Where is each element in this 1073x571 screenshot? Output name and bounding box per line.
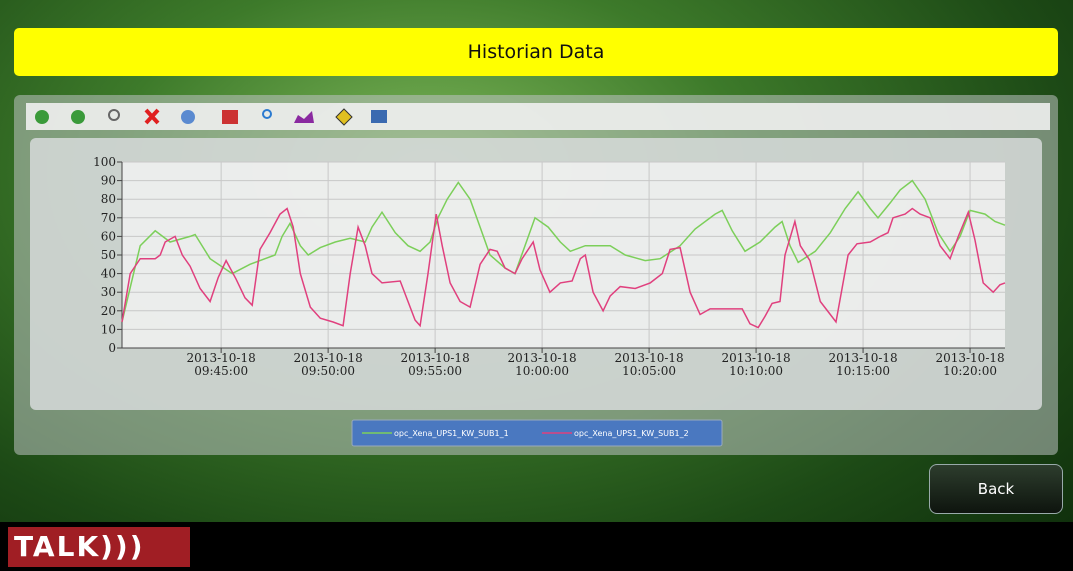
y-tick-label: 60 [101,229,116,243]
page: Historian Data 0102030405060708090100201… [0,0,1073,571]
y-tick-label: 30 [101,285,116,299]
y-tick-label: 40 [101,267,116,281]
legend-label: opc_Xena_UPS1_KW_SUB1_2 [574,429,689,438]
x-tick-label: 2013-10-18 [614,351,683,365]
y-tick-label: 50 [101,248,116,262]
x-tick-label: 09:45:00 [194,364,248,378]
x-tick-label: 2013-10-18 [828,351,897,365]
x-tick-label: 10:10:00 [729,364,783,378]
y-tick-label: 20 [101,304,116,318]
y-tick-label: 70 [101,211,116,225]
y-tick-label: 80 [101,192,116,206]
x-tick-label: 09:50:00 [301,364,355,378]
logo: TALK))) [8,527,190,567]
chart: 01020304050607080901002013-10-1809:45:00… [0,0,1073,520]
back-button[interactable]: Back [929,464,1063,514]
x-tick-label: 2013-10-18 [935,351,1004,365]
x-tick-label: 10:20:00 [943,364,997,378]
x-tick-label: 09:55:00 [408,364,462,378]
y-tick-label: 90 [101,174,116,188]
x-tick-label: 10:15:00 [836,364,890,378]
x-tick-label: 2013-10-18 [294,351,363,365]
x-tick-label: 2013-10-18 [721,351,790,365]
x-tick-label: 2013-10-18 [401,351,470,365]
x-tick-label: 2013-10-18 [187,351,256,365]
x-tick-label: 10:05:00 [622,364,676,378]
y-tick-label: 10 [101,322,116,336]
x-tick-label: 2013-10-18 [508,351,577,365]
y-tick-label: 0 [108,341,116,355]
legend-label: opc_Xena_UPS1_KW_SUB1_1 [394,429,509,438]
x-tick-label: 10:00:00 [515,364,569,378]
y-tick-label: 100 [93,155,116,169]
